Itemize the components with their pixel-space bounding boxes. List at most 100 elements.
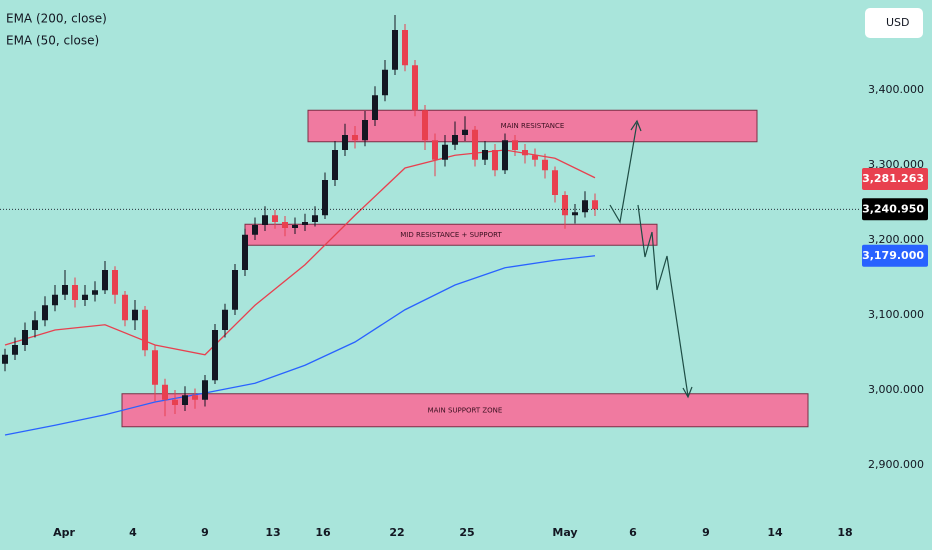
candle-body — [532, 155, 538, 160]
candle-body — [422, 110, 428, 141]
currency-button[interactable] — [865, 8, 923, 38]
zone-label: MAIN SUPPORT ZONE — [428, 406, 503, 414]
candle-body — [202, 380, 208, 400]
candle-body — [472, 129, 478, 160]
candle-body — [432, 140, 438, 160]
x-tick-label: 22 — [389, 526, 404, 539]
x-tick-label: 18 — [837, 526, 852, 539]
candle-body — [312, 215, 318, 222]
candle-body — [222, 309, 228, 330]
price-label-box — [862, 244, 928, 267]
x-tick-label: 4 — [129, 526, 137, 539]
arrow-head — [630, 119, 642, 132]
y-tick-label: 3,100.000 — [868, 308, 924, 321]
x-tick-label: 9 — [702, 526, 710, 539]
candle-body — [272, 215, 278, 222]
arrow-head — [682, 386, 693, 399]
candle-body — [302, 222, 308, 225]
x-tick-label: 9 — [201, 526, 209, 539]
price-label-box — [862, 198, 928, 221]
x-tick-label: 13 — [265, 526, 280, 539]
candle-body — [562, 195, 568, 216]
price-label: 3,240.950 — [862, 202, 924, 215]
candle-body — [172, 399, 178, 405]
candle-body — [442, 144, 448, 160]
candle-body — [52, 294, 58, 306]
candle-body — [252, 225, 258, 235]
candle-body — [412, 65, 418, 111]
price-label-box — [862, 168, 928, 191]
candle-body — [372, 95, 378, 120]
candle-body — [552, 170, 558, 195]
candle-body — [42, 305, 48, 321]
x-tick-label: 16 — [315, 526, 331, 539]
candle-body — [62, 285, 68, 295]
candle-body — [572, 212, 578, 216]
candle-body — [402, 30, 408, 66]
x-tick-label: Apr — [53, 526, 75, 539]
candle-body — [212, 330, 218, 381]
candle-body — [72, 285, 78, 300]
candle-body — [352, 135, 358, 141]
candle-body — [362, 120, 368, 141]
candle-body — [522, 150, 528, 156]
candle-body — [192, 395, 198, 400]
price-label: 3,179.000 — [862, 249, 924, 262]
candle-body — [592, 200, 598, 210]
candle-body — [262, 215, 268, 225]
candle-body — [392, 30, 398, 70]
y-tick-label: 3,000.000 — [868, 383, 924, 396]
candle-body — [282, 222, 288, 228]
candle-body — [542, 159, 548, 171]
candle-body — [142, 309, 148, 351]
up-arrow — [609, 122, 638, 224]
candle-body — [182, 395, 188, 405]
down-arrow — [637, 204, 689, 397]
candle-body — [242, 234, 248, 270]
legend-entry: EMA (50, close) — [6, 34, 99, 48]
y-tick-label: 3,300.000 — [868, 158, 924, 171]
candle-body — [112, 270, 118, 295]
candle-body — [82, 294, 88, 300]
y-tick-label: 3,200.000 — [868, 233, 924, 246]
candle-body — [332, 150, 338, 180]
zone-label: MAIN RESISTANCE — [501, 122, 565, 130]
candle-body — [342, 135, 348, 150]
candle-body — [292, 225, 298, 228]
zone — [307, 109, 758, 143]
candle-body — [462, 129, 468, 135]
candle-body — [32, 320, 38, 330]
ema-line — [4, 255, 596, 436]
candle-body — [102, 270, 108, 291]
zone — [121, 393, 809, 428]
candle-body — [162, 384, 168, 400]
candle-body — [152, 350, 158, 385]
candle-body — [512, 140, 518, 150]
ema-line — [4, 149, 596, 356]
candle-body — [122, 294, 128, 321]
candle-body — [232, 270, 238, 310]
candle-body — [482, 150, 488, 160]
x-tick-label: May — [552, 526, 577, 539]
plot-area: 3,400.000 3,300.000 3,200.000 3,100.000 3,00… — [0, 15, 924, 539]
zone-label: MID RESISTANCE + SUPPORT — [400, 231, 502, 239]
x-tick-label: 14 — [767, 526, 783, 539]
candle-body — [452, 135, 458, 145]
candle-body — [382, 69, 388, 96]
candle-body — [92, 290, 98, 295]
x-tick-label: 6 — [629, 526, 637, 539]
candle-body — [22, 330, 28, 345]
y-tick-label: 2,900.000 — [868, 458, 924, 471]
x-tick-label: 25 — [459, 526, 474, 539]
candle-body — [2, 354, 8, 364]
candle-body — [132, 309, 138, 321]
currency-label: USD — [886, 16, 910, 29]
y-tick-label: 3,400.000 — [868, 83, 924, 96]
candle-body — [322, 180, 328, 216]
price-label: 3,281.263 — [862, 172, 924, 185]
legend-entry: EMA (200, close) — [6, 12, 107, 26]
candle-body — [582, 200, 588, 213]
candle-body — [492, 150, 498, 171]
